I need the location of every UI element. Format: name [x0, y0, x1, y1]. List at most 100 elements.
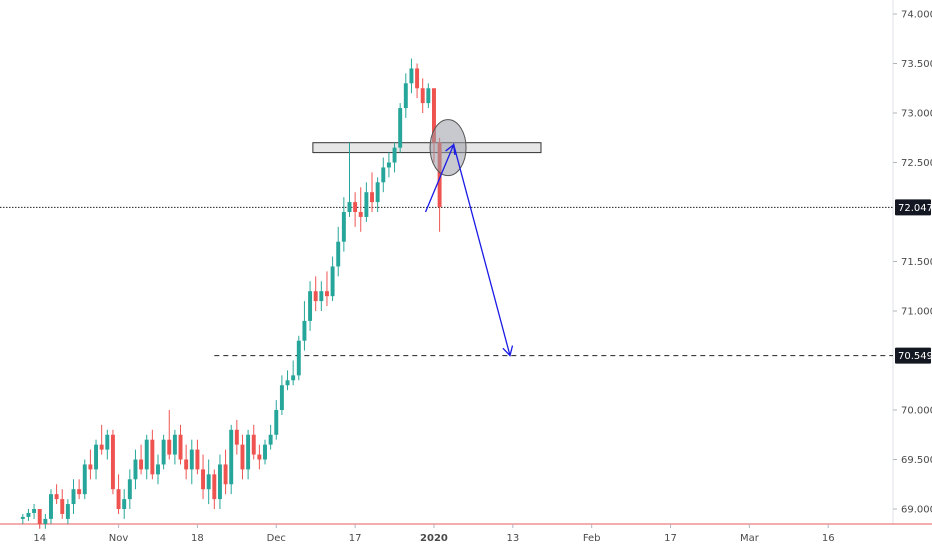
projection-arrowhead-down — [502, 345, 514, 357]
y-tick-label: 70.000 — [901, 406, 932, 417]
candle-body — [144, 439, 149, 470]
candle-body — [313, 291, 318, 302]
candle-body — [65, 504, 70, 519]
candle-body — [139, 459, 144, 470]
candle-body — [330, 266, 335, 297]
candle-body — [246, 434, 251, 470]
candle-body — [167, 439, 172, 455]
candle-body — [415, 68, 420, 89]
candle-body — [161, 439, 166, 465]
candle-body — [279, 385, 284, 410]
candle-body — [302, 320, 307, 341]
projection-arrowhead-up — [445, 143, 456, 155]
candle-body — [437, 142, 442, 208]
price-badge-label: 72.047 — [898, 203, 932, 214]
candle-body — [426, 88, 431, 104]
candle-body — [420, 88, 425, 104]
x-tick-label: 13 — [506, 533, 519, 544]
price-badge-label: 70.549 — [898, 351, 932, 362]
y-tick-label: 73.500 — [901, 59, 932, 70]
candle-body — [32, 509, 37, 513]
candle-body — [71, 489, 76, 505]
highlight-circle — [429, 119, 467, 177]
price-badge-72047 — [895, 199, 931, 216]
candle-body — [398, 108, 403, 148]
candle-body — [409, 68, 414, 84]
candle-body — [43, 518, 48, 524]
candle-body — [223, 464, 228, 485]
candle-body — [49, 494, 53, 519]
candle-body — [319, 291, 324, 302]
y-tick-label: 69.000 — [901, 505, 932, 516]
resistance-zone-rect — [312, 142, 542, 154]
candle-body — [60, 499, 65, 514]
candle-body — [431, 88, 436, 143]
candle-body — [133, 459, 138, 480]
candle-body — [251, 434, 256, 455]
candle-body — [88, 464, 93, 470]
candle-body — [257, 454, 262, 460]
candle-body — [285, 380, 290, 386]
candle-body — [195, 449, 200, 470]
x-tick-label: 18 — [191, 533, 204, 544]
candle-body — [77, 489, 82, 495]
candle-body — [184, 459, 189, 470]
x-tick-label: 17 — [664, 533, 677, 544]
x-tick-label: Dec — [267, 533, 286, 544]
candle-body — [403, 83, 408, 109]
candle-body — [240, 444, 245, 470]
candle-body — [37, 509, 42, 524]
x-tick-label: Feb — [583, 533, 601, 544]
price-badge-70549 — [895, 347, 931, 364]
candle-body — [381, 167, 386, 183]
candle-body — [364, 192, 369, 217]
candle-body — [99, 444, 104, 450]
y-tick-label: 72.500 — [901, 158, 932, 169]
candle-body — [156, 464, 160, 475]
candle-body — [116, 489, 121, 509]
candle-body — [268, 434, 273, 445]
candle-body — [105, 434, 110, 450]
candle-body — [94, 444, 99, 470]
candle-body — [347, 202, 352, 212]
candle-body — [201, 469, 206, 490]
y-tick-label: 71.000 — [901, 307, 932, 318]
candle-body — [229, 429, 234, 485]
x-tick-label: Nov — [109, 533, 129, 544]
candle-body — [296, 340, 301, 376]
candle-body — [274, 410, 279, 435]
x-tick-label: Mar — [740, 533, 760, 544]
candle-body — [178, 434, 183, 460]
y-tick-label: 73.000 — [901, 109, 932, 120]
candle-body — [336, 241, 341, 267]
candle-body — [370, 192, 374, 203]
candle-body — [308, 291, 313, 321]
candle-body — [217, 464, 222, 500]
candle-body — [212, 474, 217, 500]
candle-body — [122, 499, 127, 509]
x-tick-label: 2020 — [420, 533, 448, 544]
y-tick-label: 74.000 — [901, 10, 932, 21]
candle-body — [110, 434, 115, 490]
candle-body — [172, 434, 177, 455]
candle-body — [26, 512, 31, 517]
candle-body — [263, 444, 267, 460]
candle-body — [386, 162, 391, 168]
candle-body — [206, 474, 211, 490]
candle-body — [20, 516, 25, 519]
x-tick-label: 14 — [33, 533, 46, 544]
candle-body — [392, 147, 397, 163]
candle-body — [234, 429, 239, 445]
candle-body — [127, 479, 132, 500]
candle-body — [324, 291, 329, 297]
y-tick-label: 71.500 — [901, 257, 932, 268]
candle-body — [82, 464, 87, 495]
candle-body — [189, 449, 194, 470]
candle-body — [375, 182, 380, 203]
candle-body — [341, 212, 346, 242]
candle-body — [291, 375, 296, 381]
candle-body — [358, 212, 363, 217]
